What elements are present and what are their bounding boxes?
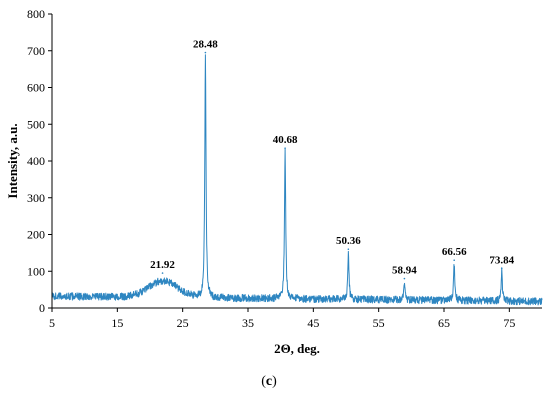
x-tick-label: 5 bbox=[49, 316, 55, 330]
y-tick-label: 800 bbox=[27, 7, 45, 21]
peak-point bbox=[453, 259, 455, 262]
panel-label-close: ) bbox=[272, 374, 277, 389]
axes-layer: 0 100 200 300 400 500 600 700 800 5 15 25 35 45 55 65 75 bbox=[27, 7, 542, 330]
panel-label: (c) bbox=[261, 374, 277, 389]
y-axis-title: Intensity, a.u. bbox=[5, 123, 20, 198]
x-tick-label: 75 bbox=[503, 316, 515, 330]
y-tick-label: 200 bbox=[27, 228, 45, 242]
peak-point bbox=[500, 267, 503, 270]
peak-point bbox=[161, 272, 164, 274]
y-tick-label: 300 bbox=[27, 191, 45, 205]
xrd-series-line bbox=[51, 54, 543, 306]
peak-point bbox=[403, 277, 406, 280]
peak-label: 73.84 bbox=[489, 254, 514, 266]
panel-label-letter: c bbox=[266, 374, 272, 389]
y-tick-label: 500 bbox=[27, 117, 45, 131]
panel-label-open: ( bbox=[261, 374, 266, 389]
y-tick-label: 0 bbox=[39, 301, 45, 315]
y-tick-label: 100 bbox=[27, 264, 45, 278]
y-tick-label: 400 bbox=[27, 154, 45, 168]
x-axis-title: 2Θ, deg. bbox=[274, 341, 320, 356]
y-tick-label: 700 bbox=[27, 44, 45, 58]
peak-label: 50.36 bbox=[336, 235, 361, 247]
x-tick-label: 55 bbox=[373, 316, 385, 330]
peak-label-layer: 21.92 28.48 40.68 50.36 58.94 66.56 73.84 bbox=[150, 39, 514, 277]
x-tick-label: 65 bbox=[438, 316, 450, 330]
peak-point bbox=[347, 248, 350, 250]
peak-label: 40.68 bbox=[273, 134, 298, 146]
peak-label: 58.94 bbox=[392, 265, 417, 277]
peak-label: 21.92 bbox=[150, 259, 175, 271]
peak-label: 28.48 bbox=[193, 39, 218, 51]
x-tick-label: 35 bbox=[242, 316, 254, 330]
y-tick-label: 600 bbox=[27, 81, 45, 95]
x-tick-label: 15 bbox=[111, 316, 123, 330]
x-tick-label: 25 bbox=[177, 316, 189, 330]
series-layer bbox=[51, 51, 543, 306]
peak-label: 66.56 bbox=[442, 246, 467, 258]
plot-area bbox=[52, 14, 542, 308]
x-tick-label: 45 bbox=[307, 316, 319, 330]
peak-point bbox=[284, 147, 286, 149]
peak-point bbox=[204, 51, 207, 54]
